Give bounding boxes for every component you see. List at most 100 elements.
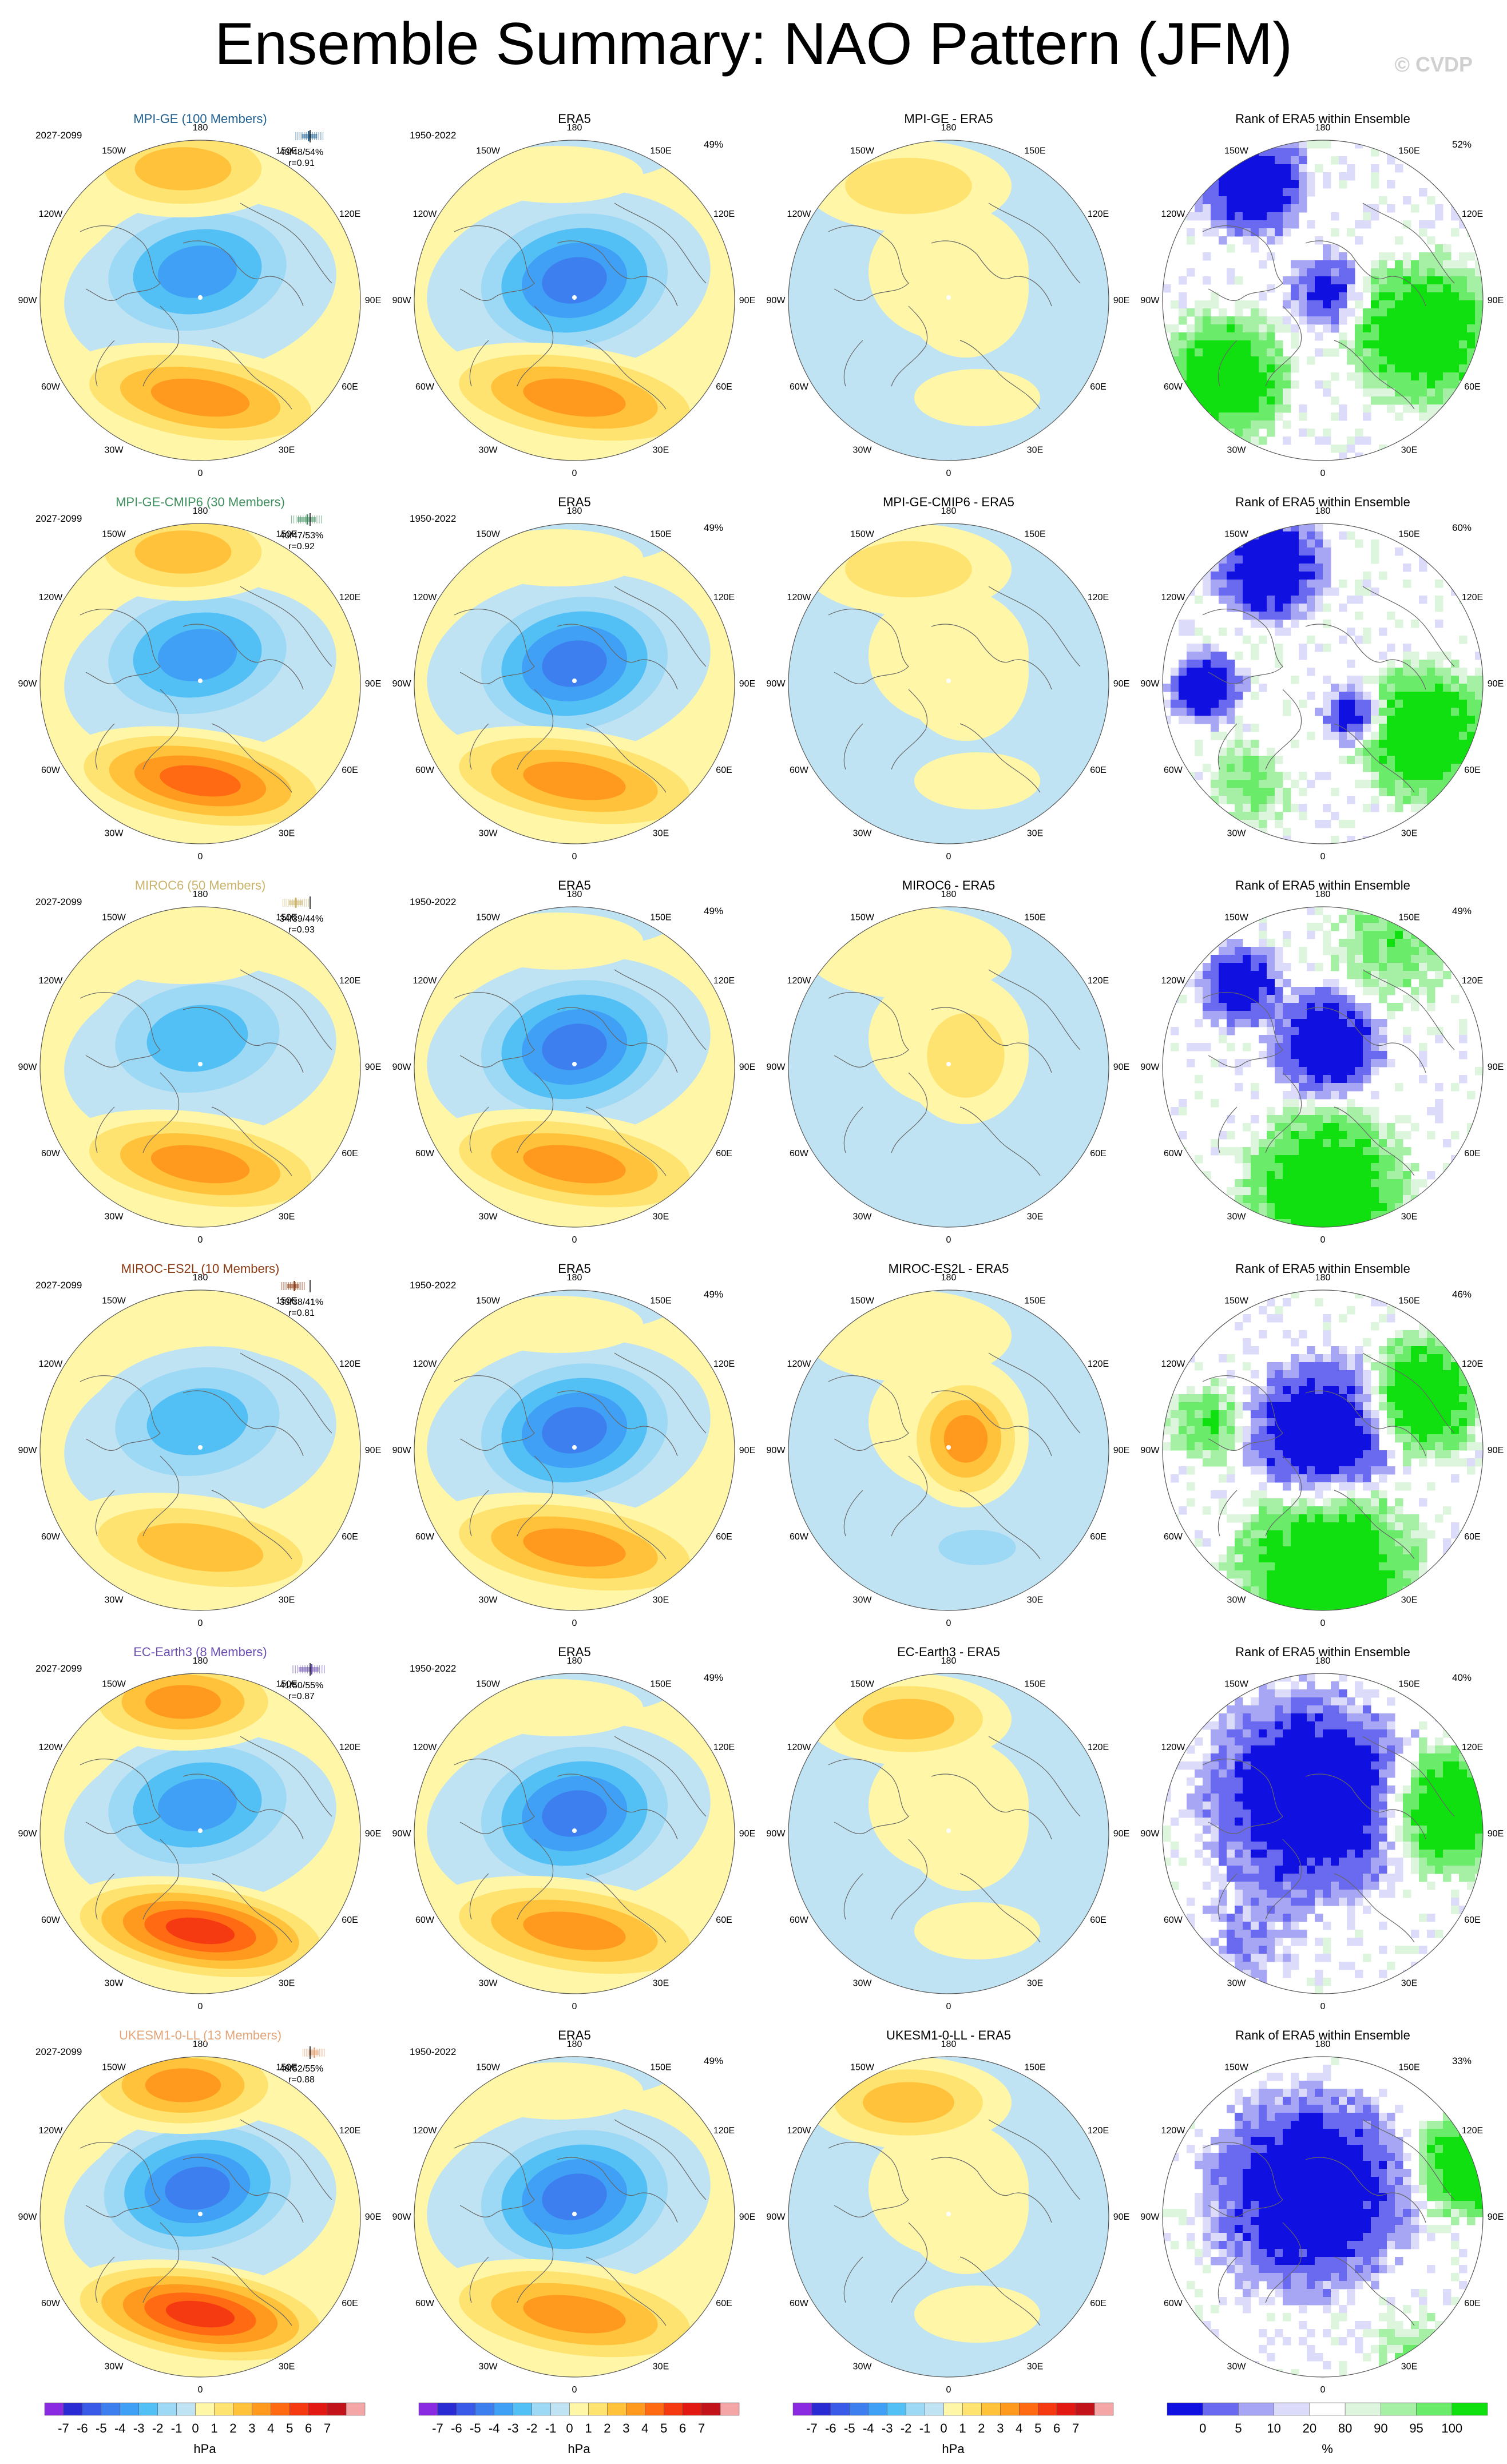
rank-cell — [1339, 292, 1347, 301]
rank-cell — [1427, 1530, 1435, 1539]
rank-cell — [1235, 668, 1243, 676]
rank-cell — [1395, 764, 1403, 772]
rank-cell — [1219, 380, 1227, 389]
rank-cell — [1451, 292, 1460, 301]
rank-cell — [1395, 1402, 1403, 1411]
rank-cell — [1275, 404, 1283, 413]
r2c0-center-0-level-3 — [146, 1005, 248, 1072]
rank-cell — [1171, 780, 1179, 788]
rank-cell — [1315, 596, 1323, 604]
rank-cell — [1387, 804, 1395, 812]
obs-panel-title: ERA5 — [558, 1645, 591, 1659]
rank-cell — [1403, 1115, 1411, 1124]
map-boundary — [39, 140, 361, 461]
longitude-label: 30W — [479, 1596, 498, 1605]
rank-cell — [1307, 556, 1315, 564]
rank-cell — [1355, 1586, 1363, 1595]
rank-cell — [1339, 445, 1347, 453]
rank-cell — [1475, 788, 1483, 796]
rank-cell — [1179, 340, 1187, 349]
rank-cell — [1243, 1818, 1251, 1826]
rank-cell — [1427, 995, 1435, 1003]
rank-cell — [1291, 1051, 1299, 1060]
rank-cell — [1187, 420, 1195, 429]
rank-cell — [1187, 572, 1195, 580]
rank-cell — [1259, 1482, 1267, 1491]
rank-cell — [1251, 244, 1259, 253]
rank-cell — [1283, 1330, 1291, 1339]
rank-cell — [1347, 1067, 1355, 1076]
rank-cell — [1259, 1155, 1267, 1164]
rank-cell — [1243, 1314, 1251, 1323]
rank-cell — [1299, 531, 1307, 540]
rank-cell — [1251, 380, 1259, 389]
rank-cell — [1371, 756, 1379, 764]
r0c0-center-0-level-4 — [157, 245, 237, 298]
rank-cell — [1275, 148, 1283, 157]
rank-cell — [1411, 308, 1419, 317]
rank-cell — [1323, 1721, 1331, 1730]
rank-cell — [1219, 963, 1227, 971]
rank-cell — [1283, 931, 1291, 939]
rank-cell — [1283, 404, 1291, 413]
rank-cell — [1267, 836, 1275, 844]
rank-cell — [1371, 780, 1379, 788]
rank-cell — [1299, 1027, 1307, 1035]
rank-cell — [1283, 1426, 1291, 1435]
rank-cell — [1259, 1602, 1267, 1610]
rank-cell — [1379, 1729, 1387, 1738]
rank-cell — [1459, 700, 1468, 708]
rank-cell — [1299, 292, 1307, 301]
rank-cell — [1243, 1522, 1251, 1531]
rank-cell — [1387, 340, 1395, 349]
rank-cell — [1371, 1562, 1379, 1571]
rank-cell — [1251, 947, 1259, 955]
rank-cell — [1435, 308, 1443, 317]
rank-cell — [1451, 380, 1460, 389]
r3c2-center-2-level-2 — [938, 1530, 1016, 1565]
rank-cell — [1315, 1211, 1323, 1220]
rank-cell — [1363, 636, 1371, 644]
rank-panel-title: Rank of ERA5 within Ensemble — [1235, 1261, 1410, 1276]
rank-cell — [1347, 1745, 1355, 1754]
rank-cell — [1371, 1426, 1379, 1435]
rank-cell — [1379, 1842, 1387, 1850]
period-label: 2027-2099 — [35, 513, 82, 524]
longitude-label: 30E — [653, 1596, 669, 1605]
rank-cell — [1243, 1546, 1251, 1555]
rank-cell — [1467, 180, 1476, 189]
rank-cell — [1363, 1753, 1371, 1762]
rank-cell — [1283, 1850, 1291, 1858]
rank-cell — [1323, 1761, 1331, 1770]
rank-cell — [1443, 732, 1452, 740]
rank-cell — [1227, 588, 1235, 596]
rank-cell — [1387, 1394, 1395, 1403]
rank-cell — [1347, 1538, 1355, 1547]
rank-cell — [1187, 1777, 1195, 1786]
rank-cell — [1387, 364, 1395, 373]
rank-cell — [1275, 1115, 1283, 1124]
rank-cell — [1211, 340, 1219, 349]
rank-cell — [1227, 947, 1235, 955]
rank-cell — [1403, 1442, 1411, 1451]
rank-panel: 180 150E 120E 90E 60E 30E 0 30W 60W 90W 120W 150W Ra… — [1134, 1250, 1507, 1633]
rank-cell — [1339, 915, 1347, 923]
rank-cell — [1163, 372, 1171, 381]
rank-cell — [1331, 1394, 1339, 1403]
rank-cell — [1355, 1386, 1363, 1395]
rank-cell — [1451, 748, 1460, 756]
rank-cell — [1243, 1785, 1251, 1794]
rank-cell — [1211, 1139, 1219, 1148]
rank-cell — [1259, 1802, 1267, 1810]
rank-cell — [1275, 1179, 1283, 1188]
rank-cell — [1267, 523, 1275, 532]
rank-cell — [1347, 963, 1355, 971]
rank-cell — [1459, 1027, 1468, 1035]
rank-cell — [1299, 1721, 1307, 1730]
rank-cell — [1379, 364, 1387, 373]
rank-cell — [1315, 523, 1323, 532]
rank-cell — [1251, 1578, 1259, 1587]
rank-cell — [1379, 987, 1387, 995]
